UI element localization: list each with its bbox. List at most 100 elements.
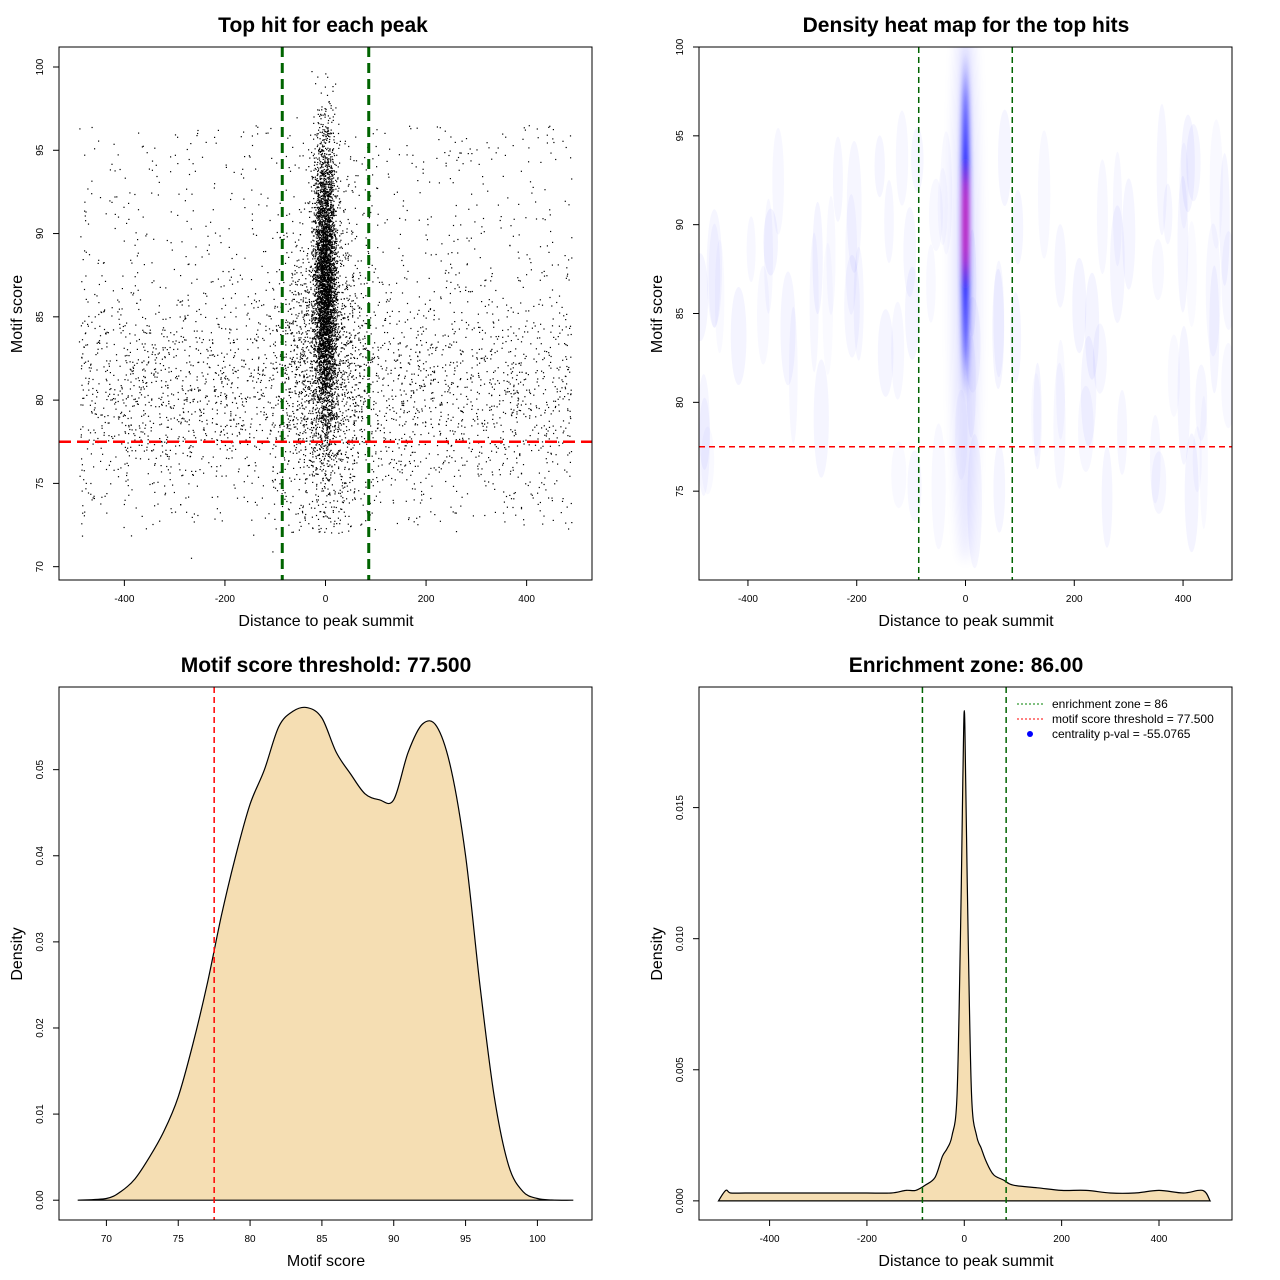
scatter-point	[328, 229, 330, 231]
scatter-point	[331, 299, 333, 301]
scatter-point	[334, 443, 336, 445]
scatter-point	[153, 482, 155, 484]
scatter-point	[326, 301, 328, 304]
scatter-point	[332, 511, 334, 513]
scatter-point	[158, 311, 160, 313]
scatter-point	[125, 449, 127, 451]
scatter-point	[445, 424, 447, 426]
scatter-point	[319, 351, 321, 353]
scatter-point	[484, 419, 486, 422]
scatter-point	[417, 374, 419, 376]
scatter-point	[320, 203, 322, 205]
scatter-point	[493, 423, 495, 425]
scatter-point	[111, 436, 113, 438]
scatter-point	[81, 365, 83, 367]
scatter-point	[131, 450, 133, 452]
scatter-point	[264, 517, 266, 519]
scatter-point	[270, 387, 272, 389]
scatter-point	[406, 278, 408, 280]
scatter-point	[325, 392, 327, 394]
scatter-point	[313, 157, 315, 159]
scatter-point	[375, 413, 377, 415]
scatter-point	[177, 136, 179, 138]
scatter-point	[340, 384, 342, 386]
scatter-point	[81, 523, 83, 525]
scatter-point	[314, 148, 316, 150]
scatter-point	[491, 158, 493, 160]
scatter-point	[237, 369, 239, 371]
scatter-point	[328, 213, 330, 215]
scatter-point	[158, 406, 160, 408]
scatter-point	[478, 393, 480, 395]
scatter-point	[173, 356, 175, 358]
scatter-point	[393, 380, 395, 382]
scatter-point	[117, 400, 119, 403]
scatter-point	[123, 206, 125, 208]
scatter-point	[258, 398, 260, 400]
scatter-point	[103, 434, 105, 436]
scatter-point	[538, 486, 540, 489]
scatter-point	[114, 227, 116, 230]
scatter-point	[245, 363, 247, 365]
scatter-point	[445, 420, 448, 423]
scatter-point	[386, 311, 388, 314]
scatter-point	[317, 197, 319, 199]
scatter-point	[319, 388, 321, 390]
scatter-point	[98, 302, 100, 304]
scatter-point	[122, 330, 124, 332]
scatter-point	[132, 294, 134, 296]
scatter-point	[370, 481, 372, 483]
scatter-point	[550, 230, 552, 233]
scatter-point	[89, 370, 91, 372]
scatter-point	[206, 395, 208, 397]
scatter-point	[500, 424, 502, 426]
scatter-point	[302, 347, 304, 349]
scatter-point	[176, 378, 178, 380]
scatter-point	[438, 318, 440, 320]
scatter-point	[430, 398, 432, 400]
scatter-point	[494, 511, 496, 513]
scatter-point	[476, 416, 478, 418]
scatter-point	[320, 326, 322, 328]
scatter-point	[135, 378, 137, 380]
scatter-point	[402, 264, 405, 267]
scatter-point	[212, 456, 214, 458]
scatter-point	[548, 406, 550, 409]
scatter-point	[302, 407, 304, 409]
scatter-point	[135, 232, 137, 234]
scatter-point	[327, 396, 329, 398]
scatter-point	[372, 174, 374, 176]
scatter-point	[402, 400, 405, 402]
scatter-point	[204, 397, 207, 399]
scatter-point	[186, 400, 188, 402]
scatter-point	[392, 407, 394, 409]
scatter-point	[536, 337, 539, 339]
scatter-point	[491, 273, 493, 275]
scatter-point	[224, 377, 226, 379]
scatter-point	[159, 413, 161, 415]
scatter-point	[430, 216, 432, 218]
scatter-point	[137, 359, 139, 361]
scatter-point	[336, 154, 338, 156]
scatter-point	[319, 209, 321, 211]
scatter-point	[160, 455, 162, 457]
scatter-point	[151, 381, 153, 384]
scatter-point	[317, 193, 319, 195]
scatter-point	[388, 446, 390, 449]
scatter-point	[151, 160, 154, 162]
scatter-point	[173, 405, 175, 407]
scatter-point	[83, 346, 85, 348]
scatter-point	[506, 506, 508, 508]
scatter-point	[320, 218, 322, 220]
scatter-point	[450, 136, 452, 138]
scatter-point	[175, 445, 177, 447]
scatter-point	[268, 441, 271, 443]
scatter-point	[551, 497, 553, 499]
scatter-point	[570, 157, 572, 159]
scatter-point	[474, 248, 476, 250]
scatter-point	[366, 392, 368, 394]
scatter-point	[221, 367, 224, 369]
scatter-point	[497, 147, 499, 149]
scatter-point	[378, 377, 380, 379]
scatter-point	[241, 359, 243, 361]
